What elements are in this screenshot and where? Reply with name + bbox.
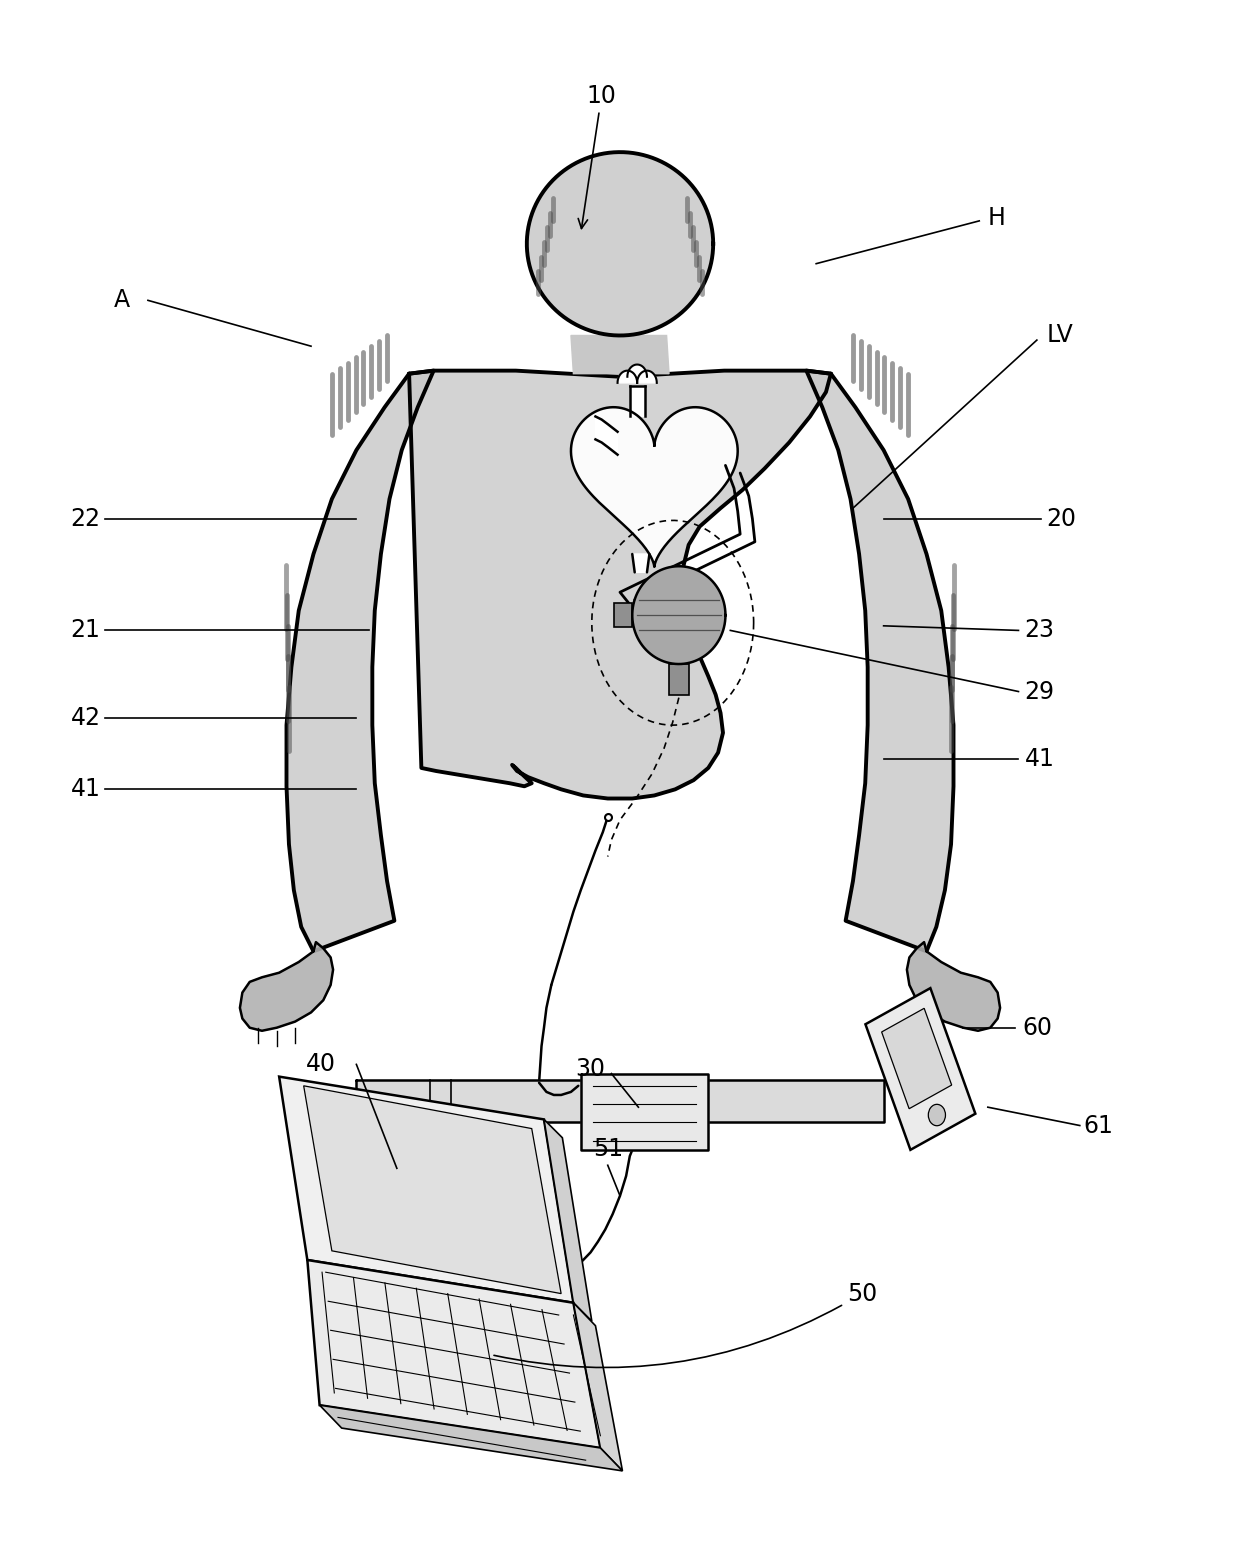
Polygon shape: [614, 603, 632, 628]
Text: 41: 41: [71, 777, 100, 802]
Polygon shape: [580, 1073, 708, 1150]
Polygon shape: [632, 554, 650, 572]
Polygon shape: [286, 370, 434, 951]
Text: H: H: [988, 205, 1006, 230]
Polygon shape: [627, 364, 647, 376]
Polygon shape: [637, 370, 657, 382]
Polygon shape: [409, 370, 831, 799]
Polygon shape: [570, 336, 670, 373]
Text: 41: 41: [1024, 746, 1054, 771]
Circle shape: [929, 1104, 945, 1126]
Polygon shape: [570, 407, 738, 567]
Text: 30: 30: [575, 1056, 605, 1081]
Polygon shape: [304, 1086, 562, 1294]
Polygon shape: [632, 566, 725, 665]
Text: 23: 23: [1024, 618, 1054, 643]
Polygon shape: [806, 370, 954, 951]
Polygon shape: [882, 1008, 951, 1109]
Polygon shape: [308, 1260, 600, 1448]
Text: 20: 20: [1047, 507, 1076, 530]
Text: 29: 29: [1024, 680, 1054, 703]
Text: A: A: [113, 288, 129, 313]
Polygon shape: [320, 1405, 622, 1471]
Text: 40: 40: [305, 1052, 336, 1076]
Text: 51: 51: [593, 1136, 622, 1161]
Polygon shape: [618, 370, 637, 382]
Text: LV: LV: [1047, 324, 1074, 347]
Text: 10: 10: [578, 83, 616, 228]
Text: 60: 60: [1022, 1016, 1053, 1039]
Text: 42: 42: [71, 706, 100, 729]
Polygon shape: [279, 1076, 573, 1303]
Text: 50: 50: [494, 1281, 877, 1368]
Text: 22: 22: [71, 507, 100, 530]
Polygon shape: [573, 1303, 622, 1471]
Polygon shape: [544, 1119, 591, 1321]
Polygon shape: [866, 988, 976, 1150]
Polygon shape: [595, 416, 618, 455]
Text: 61: 61: [1084, 1113, 1114, 1138]
Polygon shape: [630, 386, 645, 416]
Polygon shape: [670, 665, 688, 694]
Text: 21: 21: [71, 618, 100, 643]
Polygon shape: [239, 942, 334, 1030]
Polygon shape: [906, 942, 1001, 1030]
Polygon shape: [362, 1123, 430, 1221]
Polygon shape: [356, 1079, 884, 1123]
Polygon shape: [527, 153, 713, 336]
